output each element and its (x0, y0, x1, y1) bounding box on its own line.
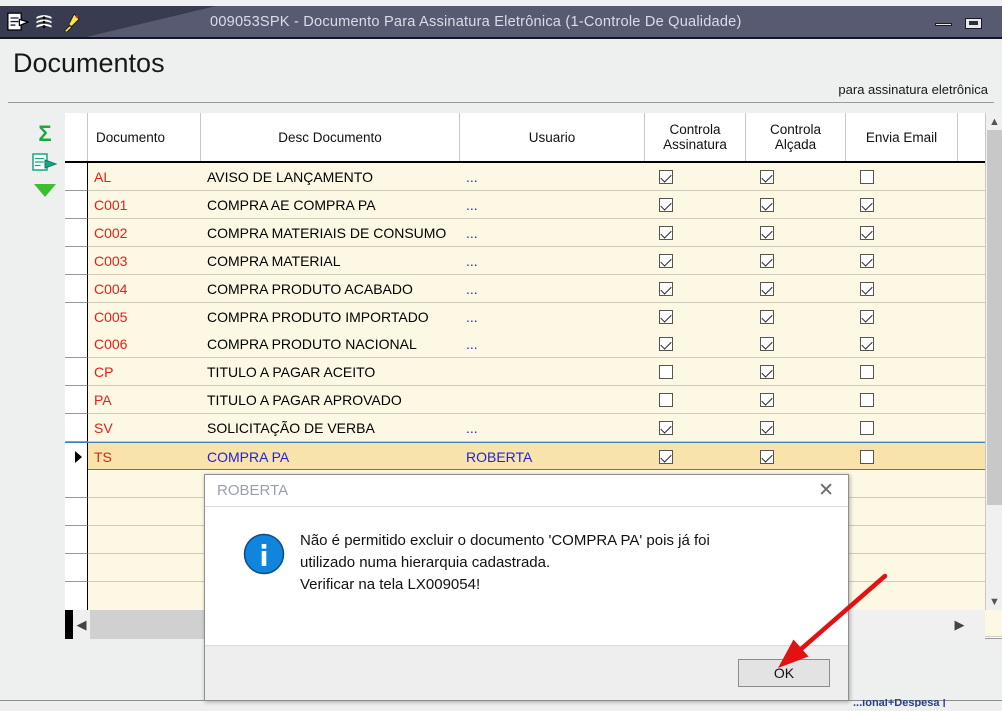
svg-text:Σ: Σ (38, 122, 51, 146)
